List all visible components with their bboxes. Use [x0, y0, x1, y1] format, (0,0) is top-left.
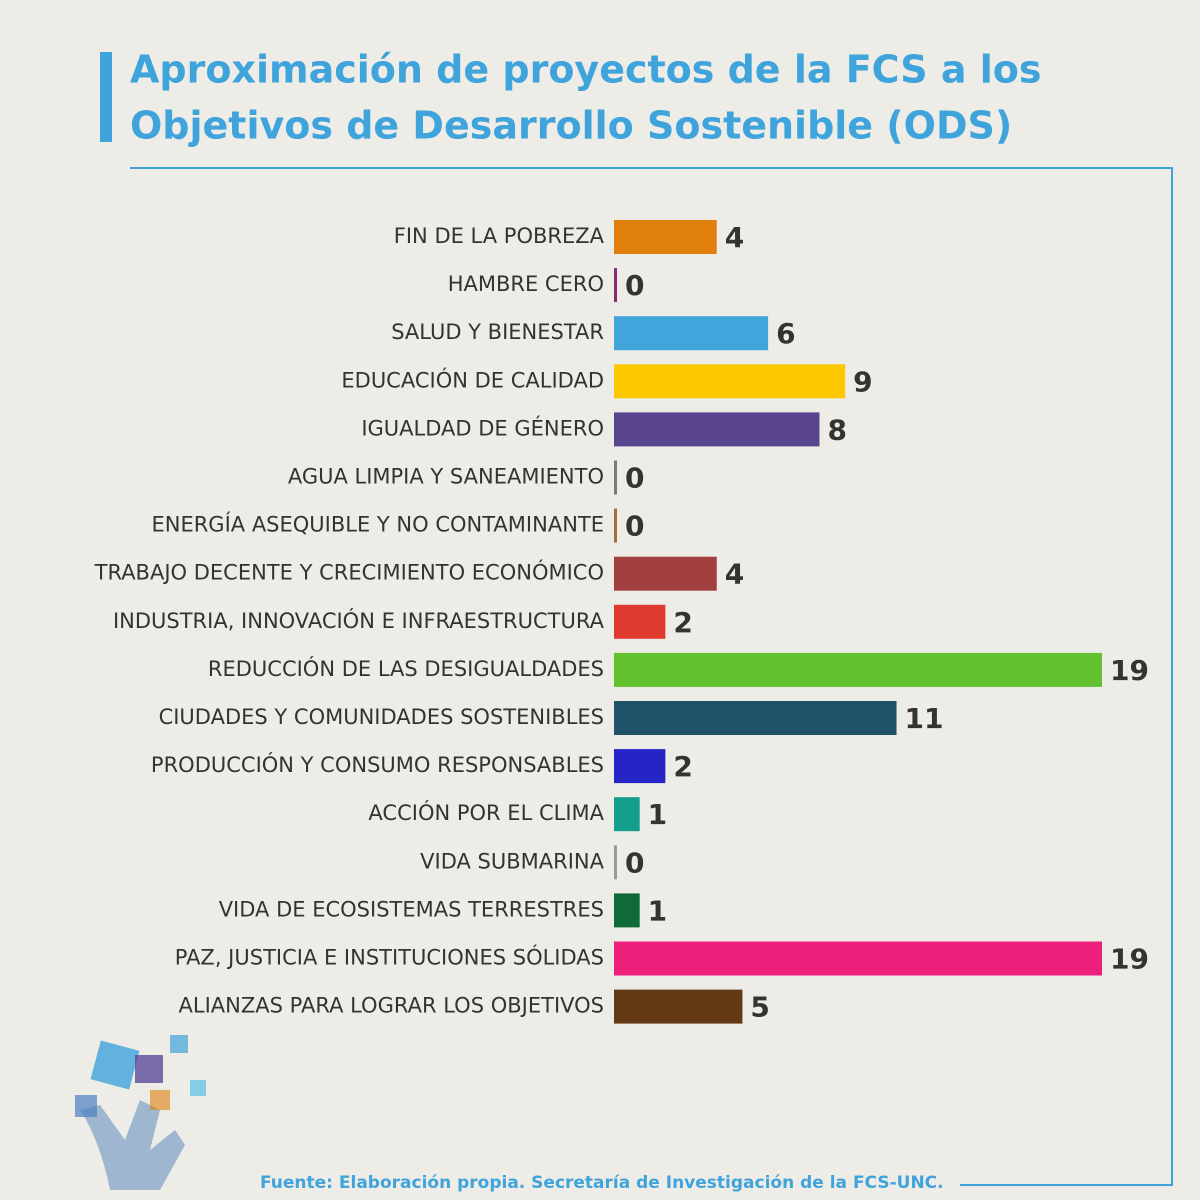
- bar: [614, 316, 769, 351]
- value-label: 0: [625, 846, 644, 879]
- category-label: INDUSTRIA, INNOVACIÓN E INFRAESTRUCTURA: [113, 608, 605, 633]
- chart-title: Objetivos de Desarrollo Sostenible (ODS): [130, 104, 1012, 148]
- category-label: ACCIÓN POR EL CLIMA: [368, 800, 604, 825]
- value-label: 11: [905, 702, 944, 735]
- category-label: REDUCCIÓN DE LAS DESIGUALDADES: [208, 656, 604, 681]
- value-label: 4: [725, 558, 744, 591]
- value-label: 9: [853, 365, 872, 398]
- bar: [614, 989, 743, 1024]
- decoration: [75, 1035, 206, 1190]
- value-label: 4: [725, 221, 744, 254]
- value-label: 0: [625, 269, 644, 302]
- bar: [614, 460, 617, 495]
- category-label: HAMBRE CERO: [448, 272, 604, 296]
- bar: [614, 556, 717, 591]
- value-label: 2: [673, 606, 692, 639]
- frame: [130, 167, 1173, 1186]
- value-label: 6: [776, 317, 795, 350]
- bar: [614, 941, 1102, 976]
- value-label: 19: [1110, 943, 1149, 976]
- source-note: Fuente: Elaboración propia. Secretaría d…: [260, 1173, 944, 1193]
- category-label: IGUALDAD DE GÉNERO: [361, 415, 604, 440]
- category-label: ENERGÍA ASEQUIBLE Y NO CONTAMINANTE: [151, 512, 604, 537]
- bar: [614, 797, 640, 832]
- category-label: EDUCACIÓN DE CALIDAD: [341, 367, 604, 392]
- value-label: 2: [673, 750, 692, 783]
- category-label: PRODUCCIÓN Y CONSUMO RESPONSABLES: [151, 752, 604, 777]
- bar: [614, 701, 897, 735]
- bar: [614, 845, 617, 880]
- bar: [614, 893, 640, 928]
- bar: [614, 749, 666, 784]
- value-label: 0: [625, 510, 644, 543]
- value-label: 8: [827, 413, 846, 446]
- bar: [614, 604, 666, 639]
- category-label: ALIANZAS PARA LOGRAR LOS OBJETIVOS: [179, 994, 604, 1018]
- bar: [614, 220, 717, 254]
- bar: [614, 508, 617, 543]
- bar: [614, 364, 846, 399]
- category-label: CIUDADES Y COMUNIDADES SOSTENIBLES: [159, 705, 604, 729]
- value-label: 1: [648, 798, 667, 831]
- category-label: FIN DE LA POBREZA: [394, 224, 605, 248]
- bar: [614, 412, 820, 447]
- value-label: 19: [1110, 654, 1149, 687]
- chart-title: Aproximación de proyectos de la FCS a lo…: [130, 48, 1041, 92]
- category-label: SALUD Y BIENESTAR: [391, 320, 604, 344]
- bar: [614, 268, 617, 303]
- category-label: TRABAJO DECENTE Y CRECIMIENTO ECONÓMICO: [94, 560, 604, 585]
- value-label: 5: [750, 991, 769, 1024]
- value-label: 1: [648, 894, 667, 927]
- category-label: PAZ, JUSTICIA E INSTITUCIONES SÓLIDAS: [175, 945, 604, 970]
- category-label: AGUA LIMPIA Y SANEAMIENTO: [288, 465, 604, 489]
- category-label: VIDA SUBMARINA: [420, 849, 604, 873]
- value-label: 0: [625, 462, 644, 495]
- category-label: VIDA DE ECOSISTEMAS TERRESTRES: [219, 897, 604, 921]
- bar: [614, 652, 1102, 687]
- title-accent: [100, 52, 112, 142]
